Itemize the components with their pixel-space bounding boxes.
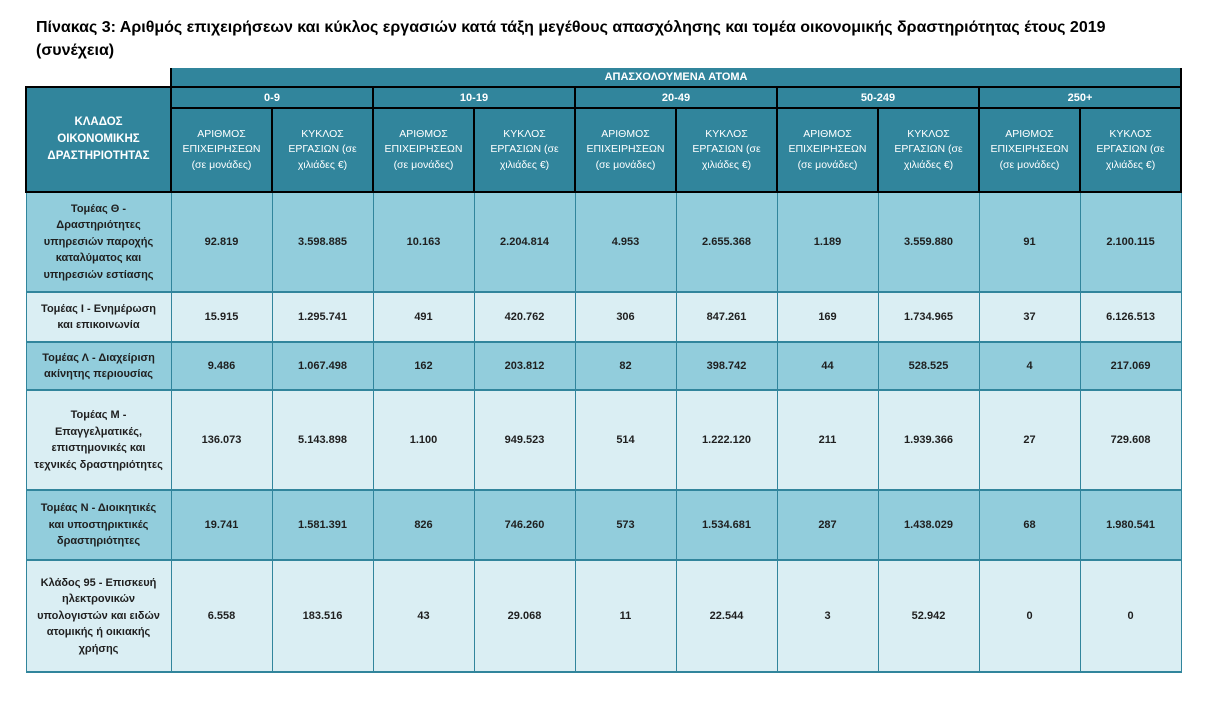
data-cell: 573 — [574, 489, 677, 561]
data-cell: 82 — [574, 341, 677, 391]
data-cell: 203.812 — [473, 341, 576, 391]
page-title: Πίνακας 3: Αριθμός επιχειρήσεων και κύκλ… — [36, 19, 1106, 60]
data-cell: 169 — [776, 291, 879, 343]
employed-persons-band: ΑΠΑΣΧΟΛΟΥΜΕΝΑ ΑΤΟΜΑ — [169, 68, 1183, 88]
data-cell: 1.939.366 — [877, 389, 980, 491]
row-label: Κλάδος 95 - Επισκευή ηλεκτρονικών υπολογ… — [25, 559, 172, 673]
row-label: Τομέας Ν - Διοικητικές και υποστηρικτικέ… — [25, 489, 172, 561]
enterprises-count-header: ΑΡΙΘΜΟΣ ΕΠΙΧΕΙΡΗΣΕΩΝ (σε μονάδες) — [978, 107, 1081, 193]
data-cell: 847.261 — [675, 291, 778, 343]
data-cell: 3.598.885 — [271, 191, 374, 293]
turnover-header: ΚΥΚΛΟΣ ΕΡΓΑΣΙΩΝ (σε χιλιάδες €) — [1078, 107, 1183, 193]
data-cell: 1.581.391 — [271, 489, 374, 561]
data-cell: 10.163 — [372, 191, 475, 293]
data-cell: 2.655.368 — [675, 191, 778, 293]
table-row: Τομέας Ν - Διοικητικές και υποστηρικτικέ… — [25, 489, 1182, 561]
table-row: Τομέας Μ - Επαγγελματικές, επιστημονικές… — [25, 389, 1182, 491]
enterprises-count-header: ΑΡΙΘΜΟΣ ΕΠΙΧΕΙΡΗΣΕΩΝ (σε μονάδες) — [372, 107, 475, 193]
data-cell: 44 — [776, 341, 879, 391]
size-class-header: 20-49 — [574, 86, 778, 109]
data-cell: 91 — [978, 191, 1081, 293]
turnover-header: ΚΥΚΛΟΣ ΕΡΓΑΣΙΩΝ (σε χιλιάδες €) — [271, 107, 374, 193]
data-cell: 1.189 — [776, 191, 879, 293]
data-cell: 0 — [1079, 559, 1182, 673]
data-cell: 9.486 — [170, 341, 273, 391]
row-label: Τομέας Θ - Δραστηριότητες υπηρεσιών παρο… — [25, 191, 172, 293]
data-cell: 287 — [776, 489, 879, 561]
table-row: Τομέας Θ - Δραστηριότητες υπηρεσιών παρο… — [25, 191, 1182, 293]
data-cell: 5.143.898 — [271, 389, 374, 491]
data-cell: 217.069 — [1079, 341, 1182, 391]
sub-header-row: ΑΡΙΘΜΟΣ ΕΠΙΧΕΙΡΗΣΕΩΝ (σε μονάδες) ΚΥΚΛΟΣ … — [26, 107, 1183, 193]
data-cell: 92.819 — [170, 191, 273, 293]
data-cell: 1.067.498 — [271, 341, 374, 391]
data-cell: 398.742 — [675, 341, 778, 391]
data-cell: 68 — [978, 489, 1081, 561]
size-class-header-row: ΚΛΑΔΟΣ ΟΙΚΟΝΟΜΙΚΗΣ ΔΡΑΣΤΗΡΙΟΤΗΤΑΣ 0-9 10-… — [25, 86, 1183, 193]
data-cell: 1.222.120 — [675, 389, 778, 491]
activity-column-header: ΚΛΑΔΟΣ ΟΙΚΟΝΟΜΙΚΗΣ ΔΡΑΣΤΗΡΙΟΤΗΤΑΣ — [25, 86, 172, 193]
group-header-row: ΑΠΑΣΧΟΛΟΥΜΕΝΑ ΑΤΟΜΑ — [26, 68, 1183, 88]
data-cell: 514 — [574, 389, 677, 491]
data-cell: 1.295.741 — [271, 291, 374, 343]
data-cell: 826 — [372, 489, 475, 561]
turnover-header: ΚΥΚΛΟΣ ΕΡΓΑΣΙΩΝ (σε χιλιάδες €) — [675, 107, 778, 193]
table-row: Τομέας Λ - Διαχείριση ακίνητης περιουσία… — [25, 341, 1182, 391]
enterprises-count-header: ΑΡΙΘΜΟΣ ΕΠΙΧΕΙΡΗΣΕΩΝ (σε μονάδες) — [170, 107, 273, 193]
enterprises-turnover-table: ΑΠΑΣΧΟΛΟΥΜΕΝΑ ΑΤΟΜΑ ΚΛΑΔΟΣ ΟΙΚΟΝΟΜΙΚΗΣ Δ… — [25, 68, 1183, 673]
data-cell: 949.523 — [473, 389, 576, 491]
data-cell: 3 — [776, 559, 879, 673]
data-cell: 491 — [372, 291, 475, 343]
row-label: Τομέας Μ - Επαγγελματικές, επιστημονικές… — [25, 389, 172, 491]
data-cell: 136.073 — [170, 389, 273, 491]
row-label: Τομέας Ι - Ενημέρωση και επικοινωνία — [25, 291, 172, 343]
size-class-header: 0-9 — [170, 86, 374, 109]
data-cell: 15.915 — [170, 291, 273, 343]
data-cell: 729.608 — [1079, 389, 1182, 491]
data-cell: 0 — [978, 559, 1081, 673]
data-cell: 528.525 — [877, 341, 980, 391]
data-cell: 306 — [574, 291, 677, 343]
size-class-header: 250+ — [977, 86, 1183, 109]
table-row: Κλάδος 95 - Επισκευή ηλεκτρονικών υπολογ… — [25, 559, 1182, 673]
data-cell: 420.762 — [473, 291, 576, 343]
data-cell: 1.734.965 — [877, 291, 980, 343]
data-cell: 162 — [372, 341, 475, 391]
row-label: Τομέας Λ - Διαχείριση ακίνητης περιουσία… — [25, 341, 172, 391]
data-cell: 746.260 — [473, 489, 576, 561]
size-class-header: 50-249 — [776, 86, 980, 109]
data-cell: 4.953 — [574, 191, 677, 293]
data-cell: 43 — [372, 559, 475, 673]
data-cell: 183.516 — [271, 559, 374, 673]
data-cell: 6.558 — [170, 559, 273, 673]
data-cell: 2.204.814 — [473, 191, 576, 293]
data-cell: 6.126.513 — [1079, 291, 1182, 343]
data-cell: 52.942 — [877, 559, 980, 673]
data-cell: 211 — [776, 389, 879, 491]
corner-spacer — [26, 68, 171, 87]
data-cell: 1.980.541 — [1079, 489, 1182, 561]
turnover-header: ΚΥΚΛΟΣ ΕΡΓΑΣΙΩΝ (σε χιλιάδες €) — [473, 107, 576, 193]
enterprises-count-header: ΑΡΙΘΜΟΣ ΕΠΙΧΕΙΡΗΣΕΩΝ (σε μονάδες) — [776, 107, 879, 193]
data-cell: 37 — [978, 291, 1081, 343]
data-cell: 1.438.029 — [877, 489, 980, 561]
data-cell: 19.741 — [170, 489, 273, 561]
data-cell: 1.534.681 — [675, 489, 778, 561]
data-cell: 2.100.115 — [1079, 191, 1182, 293]
data-cell: 27 — [978, 389, 1081, 491]
data-cell: 3.559.880 — [877, 191, 980, 293]
turnover-header: ΚΥΚΛΟΣ ΕΡΓΑΣΙΩΝ (σε χιλιάδες €) — [877, 107, 980, 193]
table-row: Τομέας Ι - Ενημέρωση και επικοινωνία 15.9… — [25, 291, 1182, 343]
data-cell: 29.068 — [473, 559, 576, 673]
enterprises-count-header: ΑΡΙΘΜΟΣ ΕΠΙΧΕΙΡΗΣΕΩΝ (σε μονάδες) — [574, 107, 677, 193]
data-cell: 22.544 — [675, 559, 778, 673]
data-cell: 1.100 — [372, 389, 475, 491]
data-cell: 4 — [978, 341, 1081, 391]
size-class-header: 10-19 — [372, 86, 576, 109]
data-cell: 11 — [574, 559, 677, 673]
